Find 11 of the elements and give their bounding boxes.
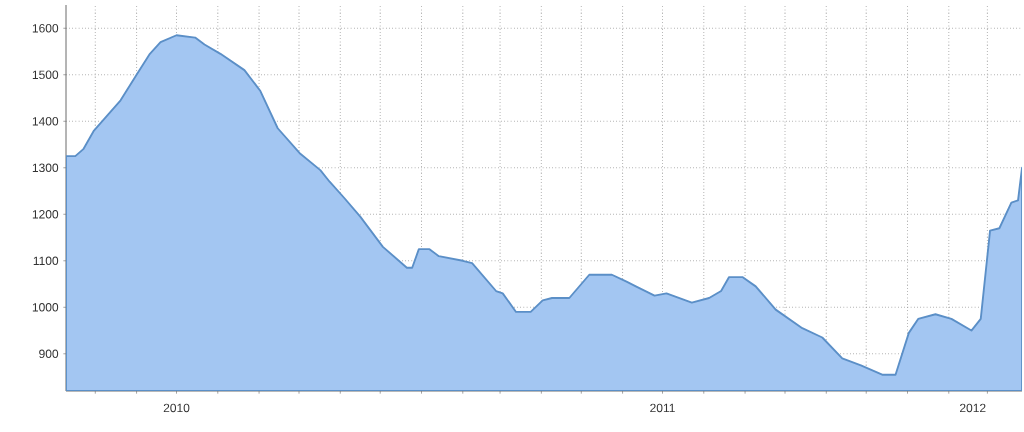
y-tick-label: 1300 [32, 163, 59, 173]
y-tick-label: 900 [39, 349, 59, 359]
y-tick-label: 1100 [33, 256, 59, 266]
x-tick-label: 2011 [650, 403, 675, 413]
y-tick-label: 1200 [32, 210, 59, 219]
y-tick-label: 1400 [32, 117, 59, 126]
y-tick-label: 1600 [32, 24, 59, 33]
x-tick-label: 2012 [960, 403, 986, 413]
y-tick-label: 1000 [32, 303, 59, 312]
y-tick-label: 1500 [32, 70, 59, 80]
x-tick-label: 2010 [163, 403, 190, 413]
